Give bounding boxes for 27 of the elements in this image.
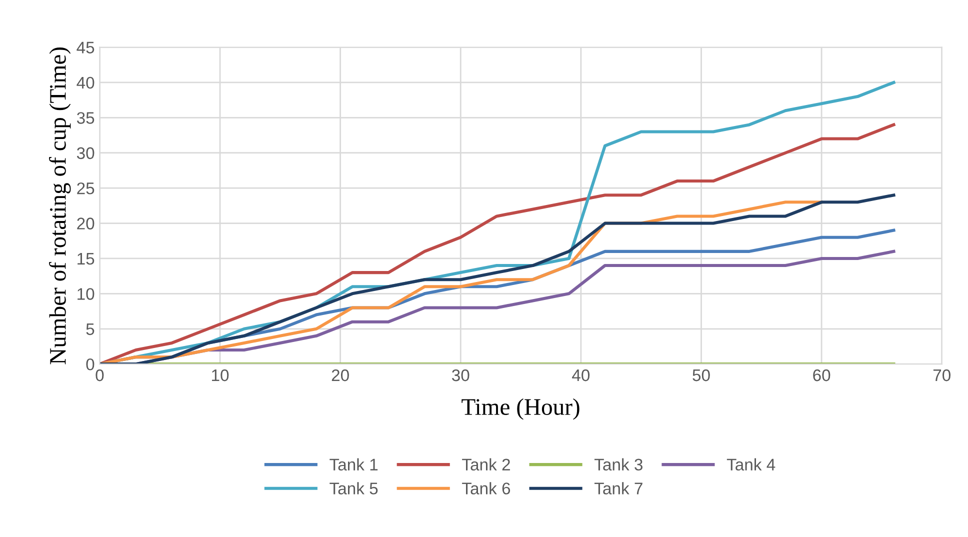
y-tick-label: 5: [86, 323, 94, 336]
x-axis-title: Time (Hour): [462, 398, 580, 420]
x-tick-label: 10: [212, 369, 229, 382]
y-tick-label: 0: [86, 358, 94, 370]
y-tick-label: 40: [76, 76, 94, 89]
legend-label: Tank 4: [726, 458, 776, 471]
y-tick-label: 35: [76, 112, 94, 124]
legend-label: Tank 2: [462, 458, 510, 471]
x-tick-label: 30: [452, 369, 470, 382]
legend-label: Tank 1: [330, 458, 378, 471]
y-tick-label: 30: [76, 147, 94, 160]
y-tick-label: 45: [76, 42, 94, 54]
legend-label: Tank 6: [462, 482, 510, 494]
legend-label: Tank 5: [330, 482, 378, 494]
y-axis-title: Number of rotating of cup (Time): [49, 47, 71, 364]
x-tick-label: 40: [572, 369, 590, 382]
legend-label: Tank 3: [594, 458, 642, 471]
x-tick-label: 50: [692, 369, 710, 382]
y-tick-label: 25: [77, 182, 94, 194]
y-tick-label: 15: [78, 253, 94, 265]
legend-label: Tank 7: [594, 482, 642, 494]
x-tick-label: 20: [332, 369, 349, 382]
x-tick-label: 70: [933, 369, 950, 382]
y-tick-label: 10: [78, 288, 94, 300]
x-tick-label: 60: [813, 369, 830, 382]
x-tick-label: 0: [96, 369, 104, 382]
y-tick-label: 20: [77, 218, 94, 230]
